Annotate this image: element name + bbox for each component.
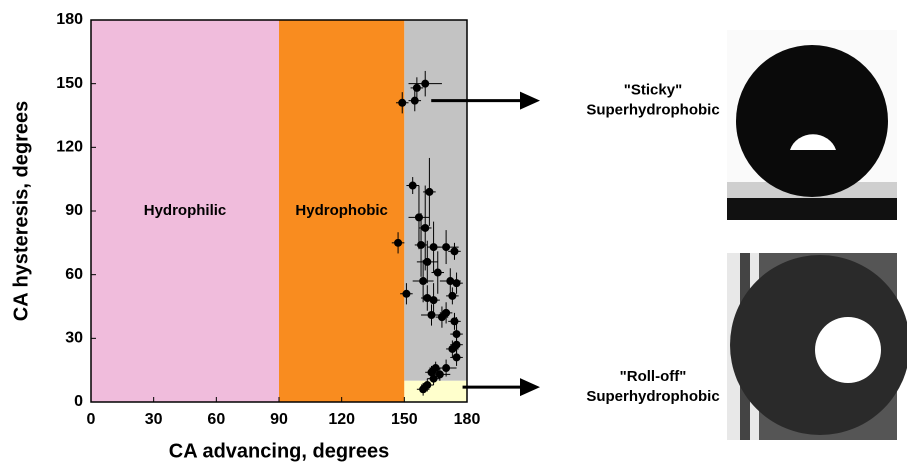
point: [394, 238, 403, 247]
arrow-head: [520, 91, 540, 110]
point: [410, 96, 419, 105]
point: [442, 243, 451, 252]
point: [427, 310, 436, 319]
point: [442, 364, 451, 373]
point: [408, 181, 417, 190]
point: [417, 240, 426, 249]
point: [452, 279, 461, 288]
annotation: Superhydrophobic: [586, 388, 719, 405]
annotation: "Sticky": [624, 82, 682, 99]
point: [429, 296, 438, 305]
y-tick-label: 60: [65, 266, 83, 283]
region: [404, 20, 467, 381]
x-tick-label: 150: [391, 411, 418, 428]
point: [450, 247, 459, 256]
x-tick-label: 60: [207, 411, 225, 428]
point: [419, 385, 428, 394]
x-axis-title: CA advancing, degrees: [169, 440, 389, 462]
point: [414, 213, 423, 222]
x-tick-label: 0: [87, 411, 96, 428]
point: [433, 268, 442, 277]
y-tick-label: 0: [74, 393, 83, 410]
y-tick-label: 30: [65, 330, 83, 347]
point: [419, 277, 428, 286]
point: [423, 257, 432, 266]
x-tick-label: 120: [328, 411, 355, 428]
y-tick-label: 150: [56, 75, 83, 92]
x-tick-label: 180: [454, 411, 481, 428]
point: [450, 317, 459, 326]
point: [421, 79, 430, 88]
photo-rolloff: [727, 253, 907, 440]
region-label: Hydrophobic: [295, 202, 388, 219]
region-label: Hydrophilic: [144, 202, 227, 219]
point: [412, 83, 421, 92]
x-tick-label: 30: [145, 411, 163, 428]
photo-sticky: [727, 30, 897, 220]
y-axis-title: CA hysteresis, degrees: [10, 101, 32, 321]
point: [402, 289, 411, 298]
point: [425, 187, 434, 196]
annotation: Superhydrophobic: [586, 102, 719, 119]
arrow-head: [520, 378, 540, 397]
point: [448, 291, 457, 300]
point: [435, 370, 444, 379]
point: [398, 98, 407, 107]
region: [404, 380, 467, 402]
point: [421, 223, 430, 232]
point: [452, 353, 461, 362]
region: [279, 20, 405, 402]
y-tick-label: 180: [56, 11, 83, 28]
y-tick-label: 120: [56, 139, 83, 156]
plot: Hydrophilic Hydrophobic 0 30 60 90 120 150 180 0 3…: [56, 11, 480, 428]
annotation: "Roll-off": [620, 368, 687, 385]
region: [91, 20, 279, 402]
point: [431, 364, 440, 373]
x-tick-label: 90: [270, 411, 288, 428]
point: [452, 330, 461, 339]
point: [452, 340, 461, 349]
point: [442, 308, 451, 317]
y-tick-label: 90: [65, 202, 83, 219]
